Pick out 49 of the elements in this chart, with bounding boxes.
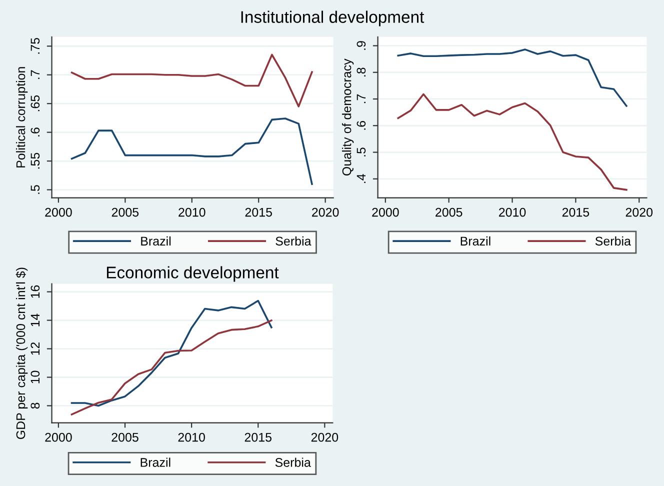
y-tick-label: 14 [30,314,40,326]
y-tick-label: .9 [356,41,366,50]
y-tick-label: .5 [30,185,40,194]
legend-label: Serbia [595,236,631,246]
line-series [70,118,313,185]
x-tick-label: 2020 [626,208,653,217]
x-tick-label: 2010 [499,208,526,217]
x-tick-label: 2000 [372,208,399,217]
x-tick-label: 2005 [112,432,138,442]
chart-title: Economic development [106,266,279,282]
x-tick-label: 2015 [245,208,272,217]
y-tick-label: 12 [30,342,40,355]
y-tick-label: 16 [30,285,40,298]
legend-label: Brazil [141,236,171,246]
x-tick-label: 2005 [436,208,462,217]
y-tick-label: .6 [356,120,366,130]
y-tick-label: 10 [30,370,40,384]
y-tick-label: .55 [30,152,40,169]
x-tick-label: 2010 [178,432,205,442]
x-tick-label: 2000 [45,208,72,217]
x-tick-label: 2015 [562,208,590,217]
y-tick-label: .4 [356,174,366,183]
y-tick-label: .6 [30,128,40,136]
y-tick-label: .65 [30,95,40,112]
y-tick-label: .75 [30,38,40,54]
legend-label: Brazil [140,458,170,467]
x-tick-label: 2015 [244,432,272,442]
x-tick-label: 2005 [112,208,139,217]
line-series [70,320,272,416]
y-tick-label: .8 [356,68,366,76]
x-tick-label: 2020 [312,208,339,217]
x-tick-label: 2010 [178,208,206,217]
line-series [397,48,628,107]
y-tick-label: .7 [30,70,40,79]
line-series [70,54,313,108]
y-tick-label: .5 [356,148,366,156]
x-tick-label: 2020 [311,432,338,442]
y-axis-title: GDP per capita ('000 cnt int'l $) [16,268,28,440]
y-tick-label: .7 [356,94,366,104]
line-series [70,300,272,407]
legend-label: Brazil [460,236,490,246]
x-tick-label: 2000 [45,432,72,442]
line-series [397,93,628,191]
y-axis-title: Political corruption [16,67,28,168]
y-axis-title: Quality of democracy [342,58,354,176]
legend-label: Serbia [275,458,311,467]
chart-title: Institutional development [241,10,424,26]
y-tick-label: 8 [30,402,40,409]
legend-label: Serbia [276,236,312,246]
